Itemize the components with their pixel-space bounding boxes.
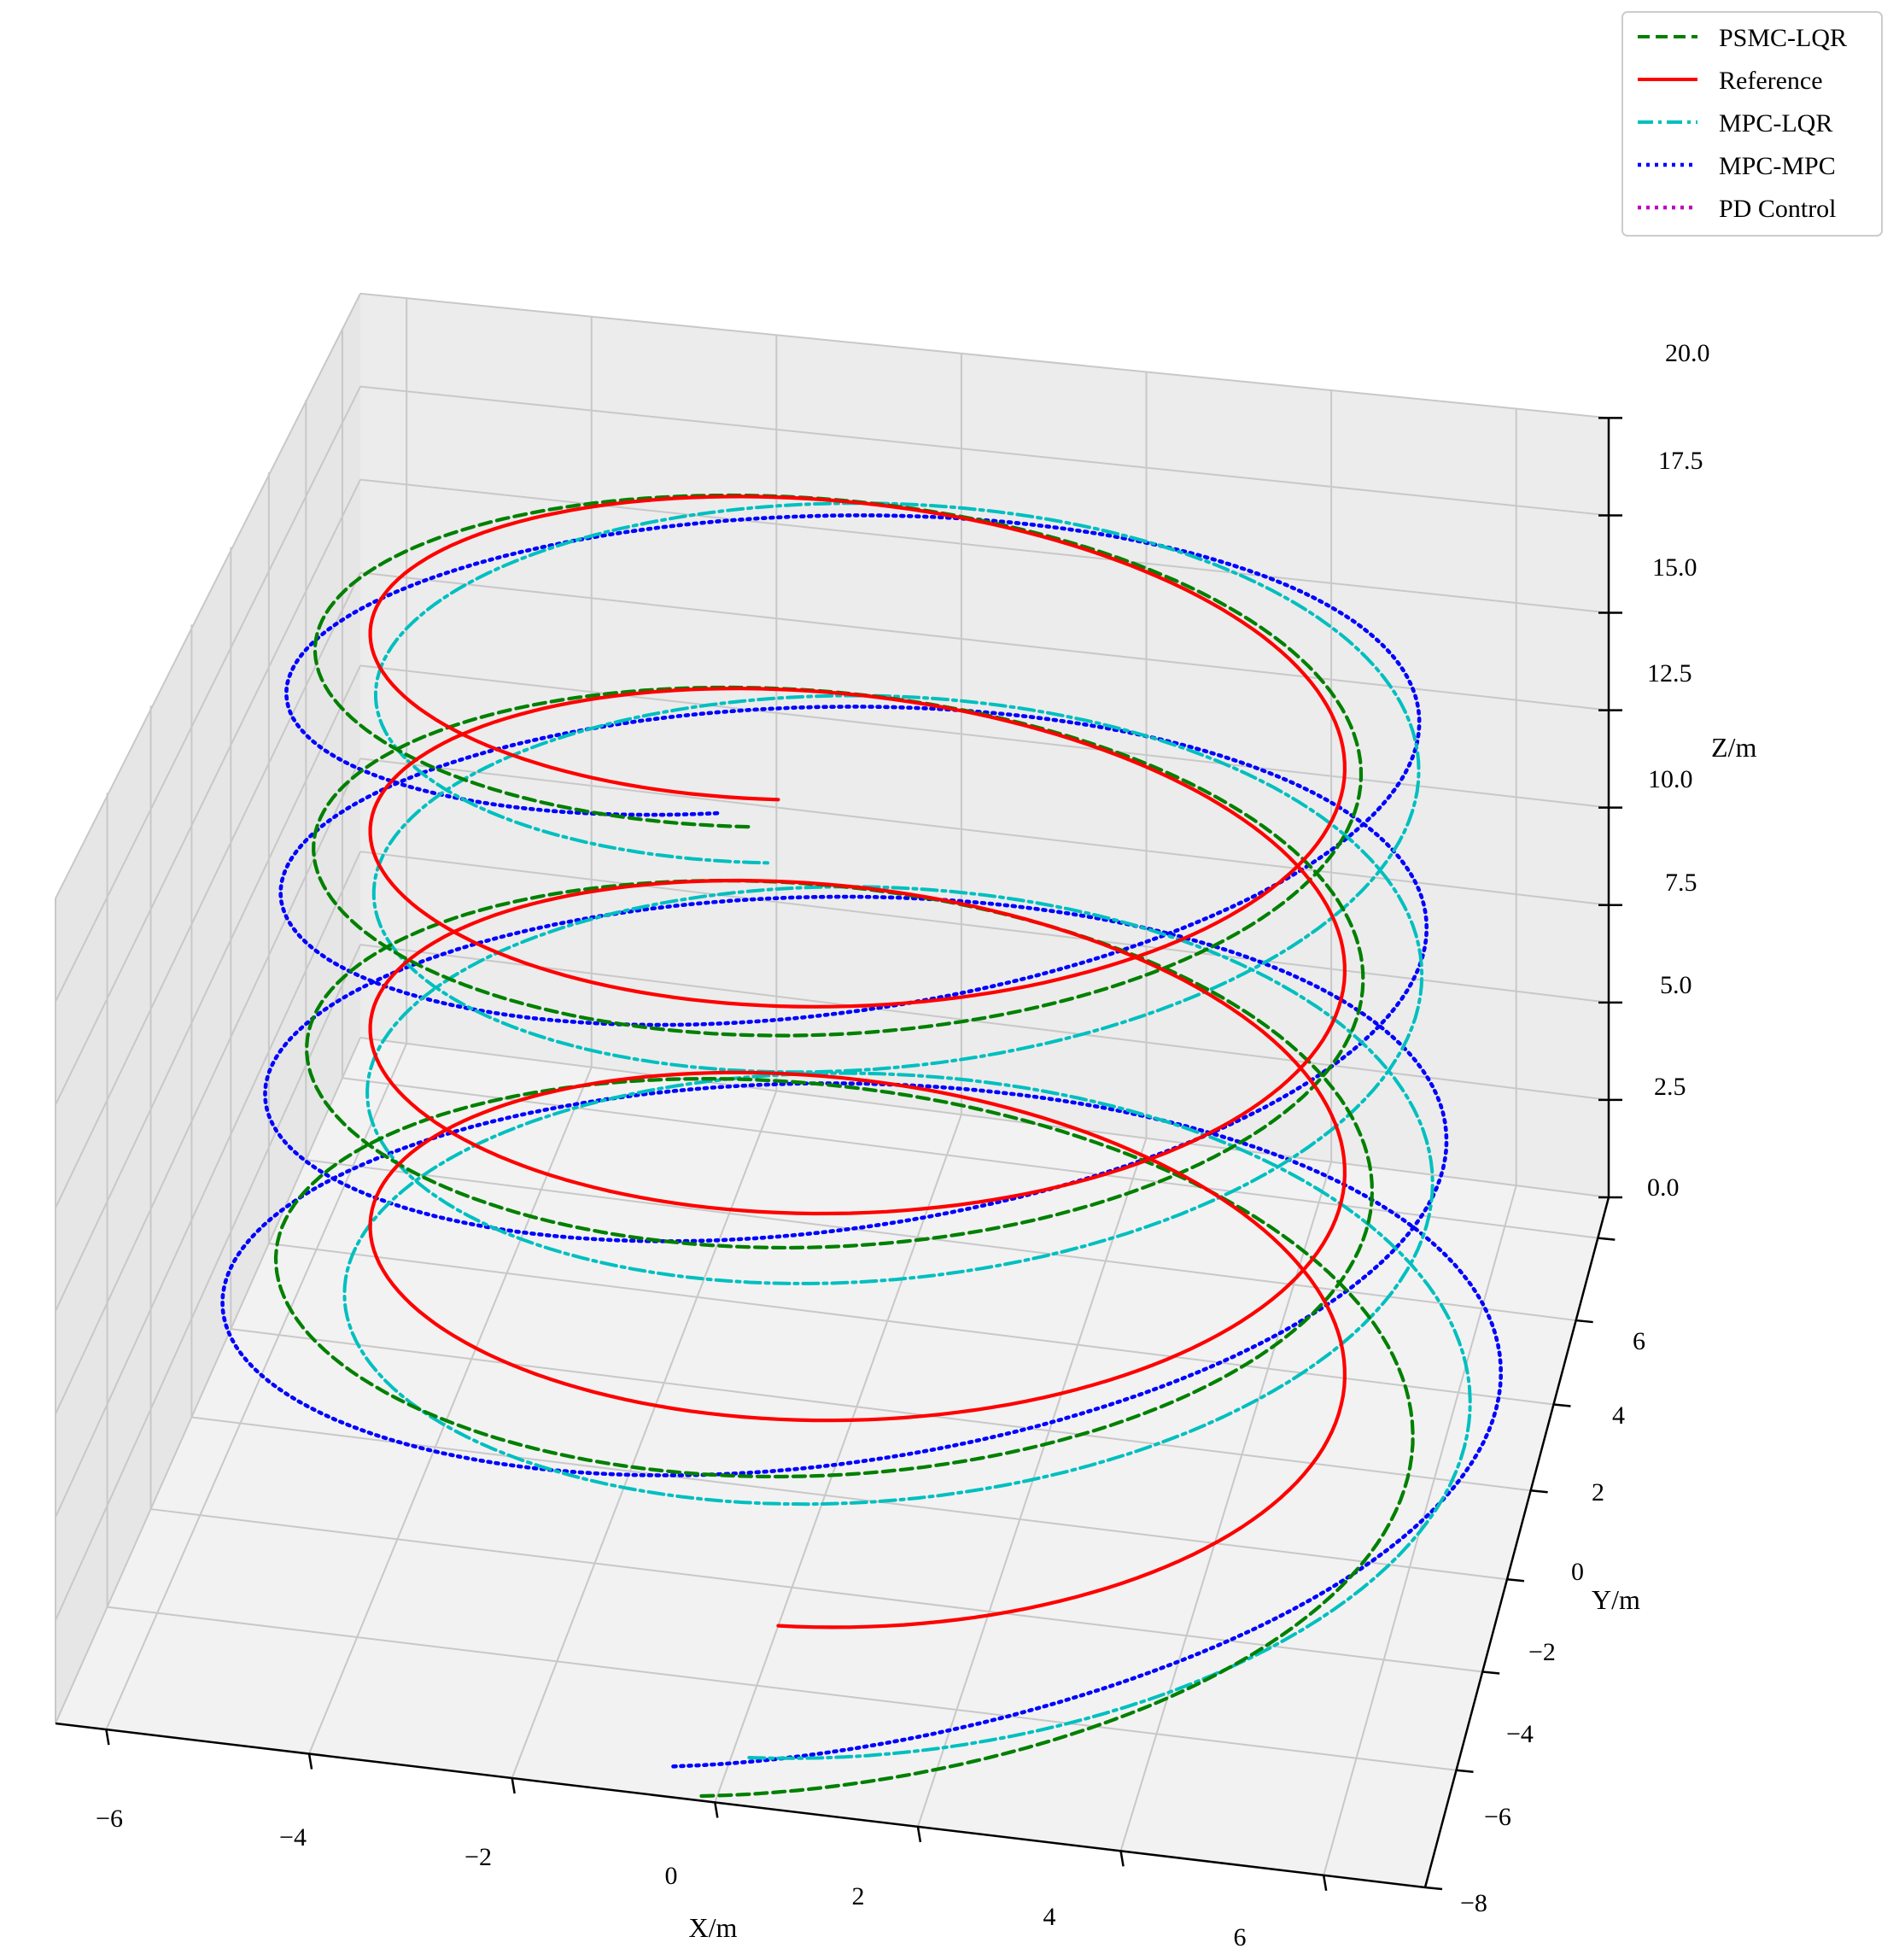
side-grid-line-z bbox=[55, 944, 361, 1621]
x-tick-mark bbox=[1119, 1851, 1125, 1867]
y-tick-labels: −8 −6 −4 −2 0 2 4 6 bbox=[1460, 1327, 1645, 1917]
y-tick-mark bbox=[1575, 1319, 1593, 1324]
z-tick-label: 0.0 bbox=[1647, 1173, 1680, 1202]
floor-grid-line-y bbox=[191, 1416, 1508, 1581]
back-grid-line-z bbox=[359, 851, 1610, 1003]
x-tick-label: 2 bbox=[852, 1882, 865, 1910]
grid-lines bbox=[55, 292, 1610, 1888]
back-grid-line-z bbox=[359, 385, 1610, 517]
back-grid-line-z bbox=[359, 571, 1610, 711]
floor-grid-line-x bbox=[308, 1067, 593, 1754]
y-tick-mark bbox=[1530, 1489, 1548, 1494]
x-tick-mark bbox=[511, 1777, 516, 1794]
floor-grid-line-x bbox=[714, 1114, 962, 1803]
y-tick-label: −8 bbox=[1460, 1889, 1487, 1917]
z-axis-label: Z/m bbox=[1711, 732, 1756, 763]
z-tick-label: 5.0 bbox=[1660, 971, 1692, 999]
legend-frame bbox=[1621, 11, 1883, 237]
y-tick-label: 0 bbox=[1571, 1558, 1584, 1586]
side-grid-line-z bbox=[55, 572, 361, 1208]
y-tick-mark bbox=[1506, 1577, 1525, 1583]
z-tick-labels: 0.0 2.5 5.0 7.5 10.0 12.5 15.0 17.5 20.0 bbox=[1647, 339, 1710, 1202]
x-tick-label: −4 bbox=[279, 1823, 307, 1852]
x-axis-label: X/m bbox=[689, 1912, 738, 1943]
legend-label: MPC-LQR bbox=[1719, 109, 1832, 137]
x-tick-mark bbox=[307, 1753, 313, 1770]
z-tick-label: 2.5 bbox=[1654, 1073, 1686, 1101]
y-tick-label: 2 bbox=[1592, 1478, 1604, 1507]
back-grid-line-z bbox=[359, 478, 1610, 614]
side-pane bbox=[56, 293, 360, 1723]
y-axis-line bbox=[1423, 1196, 1610, 1888]
y-tick-mark bbox=[1456, 1769, 1474, 1774]
z-tick-label: 20.0 bbox=[1665, 339, 1710, 367]
legend-label: PD Control bbox=[1719, 195, 1837, 223]
y-tick-label: 6 bbox=[1633, 1327, 1645, 1355]
floor-grid-line-x bbox=[511, 1090, 778, 1779]
series-layer bbox=[220, 493, 1503, 1799]
series-line-mpc-mpc bbox=[220, 513, 1503, 1769]
x-tick-label: 0 bbox=[665, 1862, 678, 1890]
x-tick-label: −6 bbox=[96, 1805, 123, 1833]
legend-entry: MPC-MPC bbox=[1638, 152, 1836, 180]
z-tick-label: 15.0 bbox=[1652, 553, 1697, 582]
x-tick-label: −2 bbox=[465, 1843, 492, 1871]
z-tick-label: 10.0 bbox=[1648, 765, 1693, 793]
legend-label: Reference bbox=[1719, 67, 1823, 95]
floor-grid-line-y bbox=[268, 1242, 1554, 1406]
legend-label: MPC-MPC bbox=[1719, 152, 1836, 180]
back-grid-line-z bbox=[359, 758, 1610, 906]
series-line-reference bbox=[368, 494, 1347, 1629]
side-grid-line-z bbox=[55, 293, 361, 899]
y-tick-mark bbox=[1553, 1403, 1571, 1407]
floor-pane bbox=[56, 1038, 1609, 1887]
z-tick-label: 12.5 bbox=[1647, 659, 1692, 687]
series-line-mpc-lqr bbox=[342, 501, 1472, 1760]
x-tick-label: 6 bbox=[1234, 1923, 1247, 1951]
side-grid-line-z bbox=[55, 664, 361, 1312]
axis-lines bbox=[55, 417, 1622, 1891]
x-tick-mark bbox=[105, 1729, 110, 1746]
legend-entry: PD Control bbox=[1638, 195, 1837, 223]
back-grid-line-z bbox=[359, 1037, 1610, 1198]
legend: PSMC-LQR Reference MPC-LQR MPC-MPC PD Co… bbox=[1621, 11, 1883, 237]
floor-grid-line-y bbox=[107, 1606, 1457, 1771]
y-tick-label: −4 bbox=[1506, 1720, 1534, 1748]
x-tick-labels: −6 −4 −2 0 2 4 6 bbox=[96, 1805, 1246, 1951]
y-tick-label: 4 bbox=[1612, 1401, 1625, 1430]
x-tick-mark bbox=[714, 1802, 719, 1818]
floor-grid-line-x bbox=[916, 1138, 1148, 1828]
side-grid-line-z bbox=[55, 851, 361, 1518]
x-tick-mark bbox=[916, 1826, 922, 1843]
x-tick-mark bbox=[1322, 1875, 1328, 1891]
legend-label: PSMC-LQR bbox=[1719, 24, 1847, 52]
floor-grid-line-y bbox=[306, 1159, 1576, 1322]
side-grid-line-z bbox=[55, 758, 361, 1415]
floor-grid-line-x bbox=[105, 1043, 408, 1730]
z-tick-label: 17.5 bbox=[1658, 447, 1703, 475]
side-grid-line-z bbox=[55, 386, 361, 1003]
y-tick-mark bbox=[1482, 1670, 1500, 1675]
y-axis-label: Y/m bbox=[1592, 1584, 1640, 1615]
y-tick-label: −2 bbox=[1528, 1638, 1556, 1666]
z-tick-label: 7.5 bbox=[1665, 869, 1697, 897]
y-tick-label: −6 bbox=[1484, 1803, 1511, 1831]
x-axis-line bbox=[55, 1722, 1426, 1889]
series-line-psmc-lqr bbox=[273, 493, 1415, 1799]
side-grid-line-z bbox=[55, 1037, 361, 1724]
y-tick-mark bbox=[1598, 1237, 1616, 1241]
legend-entry: Reference bbox=[1638, 67, 1823, 95]
x-tick-label: 4 bbox=[1043, 1903, 1056, 1931]
side-grid-line-z bbox=[55, 479, 361, 1105]
y-tick-mark bbox=[1424, 1886, 1443, 1891]
back-grid-line-z bbox=[359, 944, 1610, 1101]
legend-entry: PSMC-LQR bbox=[1638, 24, 1847, 52]
back-grid-line-z bbox=[359, 292, 1610, 419]
legend-entry: MPC-LQR bbox=[1638, 109, 1832, 137]
floor-grid-line-y bbox=[150, 1508, 1483, 1673]
